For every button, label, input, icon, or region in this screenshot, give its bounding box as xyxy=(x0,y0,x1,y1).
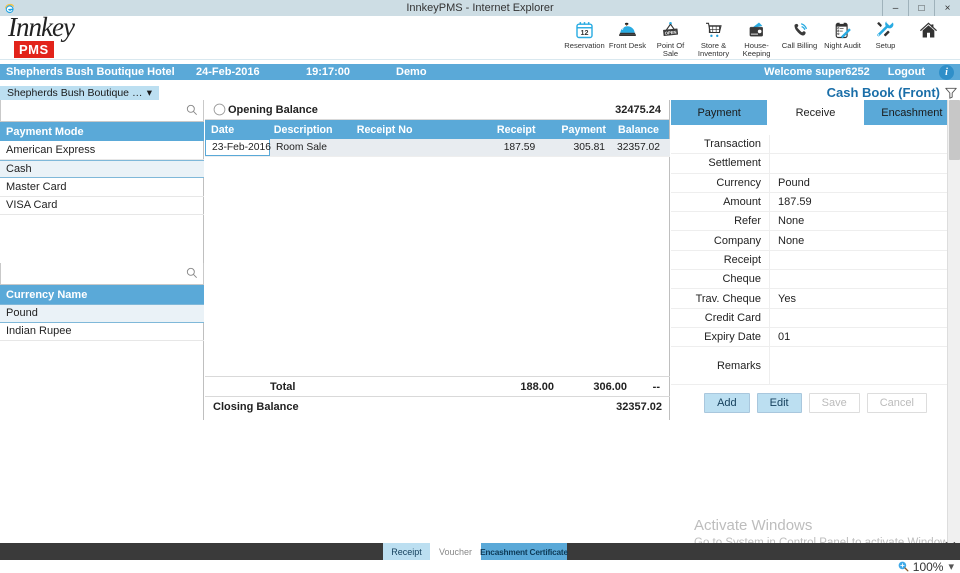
svg-text:12: 12 xyxy=(581,29,589,37)
